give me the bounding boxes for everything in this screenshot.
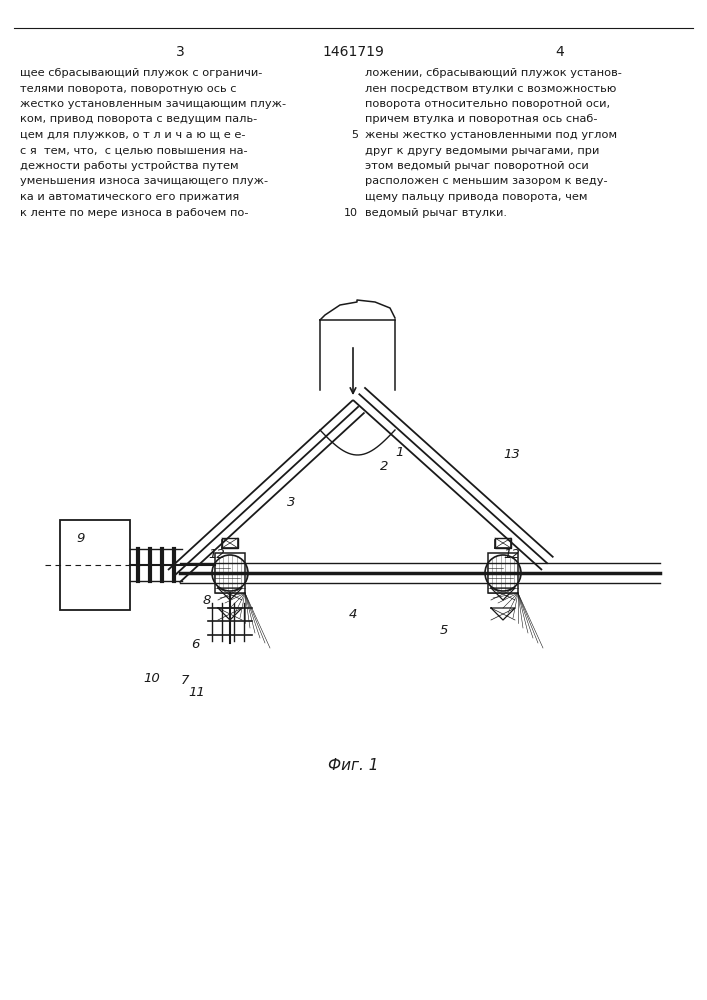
Bar (215, 553, 245, 593)
Text: 7: 7 (181, 674, 189, 686)
Text: лен посредством втулки с возможностью: лен посредством втулки с возможностью (365, 84, 617, 94)
Text: с я  тем, что,  с целью повышения на-: с я тем, что, с целью повышения на- (20, 145, 247, 155)
Text: жены жестко установленными под углом: жены жестко установленными под углом (365, 130, 617, 140)
Text: жестко установленным зачищающим плуж-: жестко установленным зачищающим плуж- (20, 99, 286, 109)
Text: этом ведомый рычаг поворотной оси: этом ведомый рычаг поворотной оси (365, 161, 589, 171)
Text: причем втулка и поворотная ось снаб-: причем втулка и поворотная ось снаб- (365, 114, 597, 124)
Text: друг к другу ведомыми рычагами, при: друг к другу ведомыми рычагами, при (365, 145, 600, 155)
Text: ка и автоматического его прижатия: ка и автоматического его прижатия (20, 192, 239, 202)
Text: 8: 8 (203, 593, 211, 606)
Text: поворота относительно поворотной оси,: поворота относительно поворотной оси, (365, 99, 610, 109)
Text: 2: 2 (380, 460, 388, 473)
Text: 10: 10 (344, 208, 358, 218)
Text: ком, привод поворота с ведущим паль-: ком, привод поворота с ведущим паль- (20, 114, 257, 124)
Text: к ленте по мере износа в рабочем по-: к ленте по мере износа в рабочем по- (20, 208, 248, 218)
Text: 12: 12 (503, 548, 520, 562)
Text: 4: 4 (556, 45, 564, 59)
Text: 3: 3 (175, 45, 185, 59)
Text: 1461719: 1461719 (322, 45, 384, 59)
Text: щему пальцу привода поворота, чем: щему пальцу привода поворота, чем (365, 192, 588, 202)
Text: 13: 13 (503, 448, 520, 462)
Bar (60, 520, 130, 610)
Text: дежности работы устройства путем: дежности работы устройства путем (20, 161, 239, 171)
Bar (488, 553, 518, 593)
Text: 4: 4 (349, 608, 357, 621)
Text: 9: 9 (76, 532, 84, 544)
Text: 5: 5 (440, 624, 448, 637)
Text: телями поворота, поворотную ось с: телями поворота, поворотную ось с (20, 84, 237, 94)
Text: расположен с меньшим зазором к веду-: расположен с меньшим зазором к веду- (365, 176, 607, 186)
Text: 3: 3 (286, 495, 295, 508)
Text: 5: 5 (351, 130, 358, 140)
Text: 12: 12 (209, 548, 226, 562)
Text: 11: 11 (188, 686, 205, 698)
Text: цем для плужков, о т л и ч а ю щ е е-: цем для плужков, о т л и ч а ю щ е е- (20, 130, 245, 140)
Text: 10: 10 (144, 672, 160, 684)
Text: ложении, сбрасывающий плужок установ-: ложении, сбрасывающий плужок установ- (365, 68, 622, 78)
Text: уменьшения износа зачищающего плуж-: уменьшения износа зачищающего плуж- (20, 176, 268, 186)
Text: ведомый рычаг втулки.: ведомый рычаг втулки. (365, 208, 507, 218)
Bar (222, 538, 238, 548)
Text: Фиг. 1: Фиг. 1 (328, 758, 378, 772)
Text: 1: 1 (395, 446, 404, 460)
Text: 6: 6 (191, 639, 199, 652)
Text: щее сбрасывающий плужок с ограничи-: щее сбрасывающий плужок с ограничи- (20, 68, 262, 78)
Bar (495, 538, 511, 548)
